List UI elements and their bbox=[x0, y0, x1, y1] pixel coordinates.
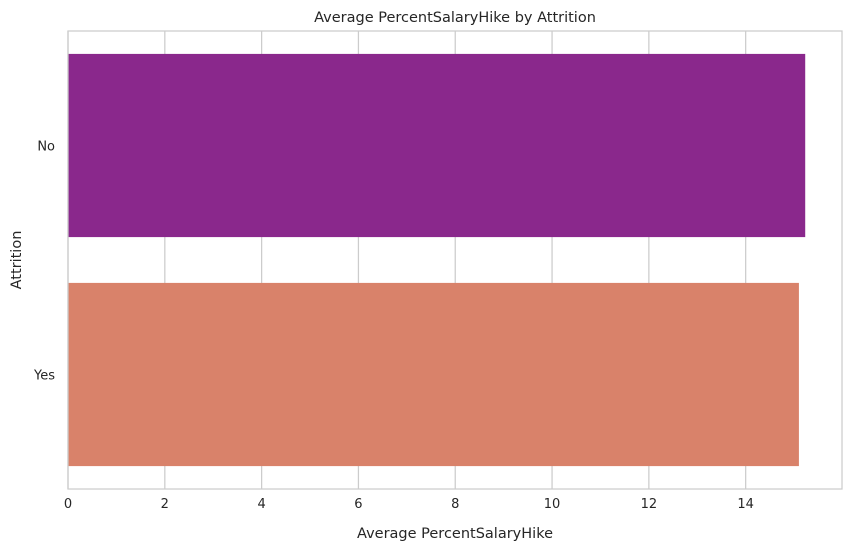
x-tick-label: 4 bbox=[257, 497, 265, 512]
y-tick-label: No bbox=[37, 140, 55, 155]
chart-title: Average PercentSalaryHike by Attrition bbox=[314, 10, 596, 26]
bar-yes bbox=[68, 282, 799, 467]
x-tick-label: 14 bbox=[737, 497, 754, 512]
x-tick-labels: 0 2 4 6 8 10 12 14 bbox=[64, 497, 754, 512]
x-tick-label: 0 bbox=[64, 497, 72, 512]
x-tick-label: 6 bbox=[354, 497, 362, 512]
bars bbox=[68, 53, 806, 467]
x-tick-label: 12 bbox=[641, 497, 658, 512]
y-axis-title: Attrition bbox=[9, 231, 25, 290]
bar-no bbox=[68, 53, 806, 238]
y-tick-label: Yes bbox=[33, 369, 55, 384]
y-tick-labels: No Yes bbox=[33, 140, 55, 384]
plot-frame bbox=[67, 30, 843, 490]
x-axis-title: Average PercentSalaryHike bbox=[357, 526, 553, 542]
x-tick-label: 10 bbox=[544, 497, 561, 512]
x-tick-label: 2 bbox=[161, 497, 169, 512]
x-tick-label: 8 bbox=[451, 497, 459, 512]
